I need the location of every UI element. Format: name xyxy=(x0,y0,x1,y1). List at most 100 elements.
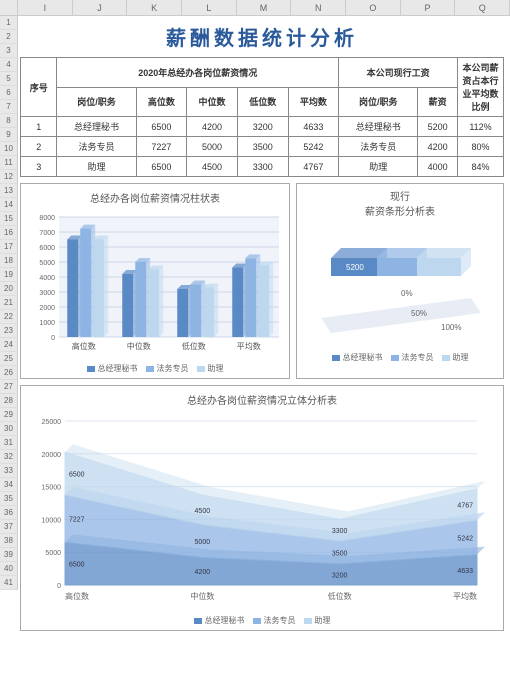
col-K[interactable]: K xyxy=(127,0,182,15)
row-17[interactable]: 17 xyxy=(0,240,17,254)
row-23[interactable]: 23 xyxy=(0,324,17,338)
svg-text:低位数: 低位数 xyxy=(328,591,352,601)
bar3d-chart-box: 现行 薪资条形分析表 52000%50%100% 总经理秘书 法务专员 助理 xyxy=(296,183,504,379)
svg-text:100%: 100% xyxy=(441,323,461,332)
svg-text:6000: 6000 xyxy=(39,245,55,252)
col-O[interactable]: O xyxy=(346,0,401,15)
svg-text:3000: 3000 xyxy=(39,290,55,297)
area-chart: 0500010000150002000025000高位数中位数低位数平均数650… xyxy=(25,411,493,611)
row-25[interactable]: 25 xyxy=(0,352,17,366)
row-24[interactable]: 24 xyxy=(0,338,17,352)
area-chart-box: 总经办各岗位薪资情况立体分析表 050001000015000200002500… xyxy=(20,385,504,631)
row-37[interactable]: 37 xyxy=(0,520,17,534)
row-2[interactable]: 2 xyxy=(0,30,17,44)
col-I[interactable]: I xyxy=(18,0,73,15)
bar3d-title2: 薪资条形分析表 xyxy=(301,203,499,218)
row-11[interactable]: 11 xyxy=(0,156,17,170)
svg-text:平均数: 平均数 xyxy=(237,341,261,351)
svg-text:0: 0 xyxy=(51,335,55,342)
svg-text:中位数: 中位数 xyxy=(190,591,214,601)
row-10[interactable]: 10 xyxy=(0,142,17,156)
th-sub: 中位数 xyxy=(187,87,238,117)
col-J[interactable]: J xyxy=(73,0,128,15)
th-group2: 本公司现行工资 xyxy=(339,58,458,88)
svg-text:5000: 5000 xyxy=(45,550,61,557)
row-39[interactable]: 39 xyxy=(0,548,17,562)
svg-text:3200: 3200 xyxy=(332,573,348,580)
row-33[interactable]: 33 xyxy=(0,464,17,478)
bar-chart: 010002000300040005000600070008000高位数中位数低… xyxy=(25,209,285,359)
row-41[interactable]: 41 xyxy=(0,576,17,590)
col-P[interactable]: P xyxy=(401,0,456,15)
svg-text:15000: 15000 xyxy=(42,485,62,492)
col-N[interactable]: N xyxy=(291,0,346,15)
row-34[interactable]: 34 xyxy=(0,478,17,492)
row-19[interactable]: 19 xyxy=(0,268,17,282)
row-28[interactable]: 28 xyxy=(0,394,17,408)
row-38[interactable]: 38 xyxy=(0,534,17,548)
th-seq: 序号 xyxy=(21,58,57,117)
row-21[interactable]: 21 xyxy=(0,296,17,310)
bar3d-chart: 52000%50%100% xyxy=(301,218,491,348)
svg-text:5242: 5242 xyxy=(457,535,473,542)
column-headers: IJKLMNOPQ xyxy=(0,0,510,16)
svg-text:7000: 7000 xyxy=(39,230,55,237)
bar3d-title1: 现行 xyxy=(301,188,499,203)
row-5[interactable]: 5 xyxy=(0,72,17,86)
col-M[interactable]: M xyxy=(237,0,292,15)
svg-text:0: 0 xyxy=(57,583,61,590)
row-7[interactable]: 7 xyxy=(0,100,17,114)
svg-text:1000: 1000 xyxy=(39,320,55,327)
row-1[interactable]: 1 xyxy=(0,16,17,30)
svg-text:5200: 5200 xyxy=(346,263,364,272)
svg-text:5000: 5000 xyxy=(39,260,55,267)
svg-text:25000: 25000 xyxy=(42,419,62,426)
row-30[interactable]: 30 xyxy=(0,422,17,436)
row-4[interactable]: 4 xyxy=(0,58,17,72)
worksheet-area: 薪酬数据统计分析 序号 2020年总经办各岗位薪资情况 本公司现行工资 本公司薪… xyxy=(18,16,510,637)
row-20[interactable]: 20 xyxy=(0,282,17,296)
row-18[interactable]: 18 xyxy=(0,254,17,268)
row-16[interactable]: 16 xyxy=(0,226,17,240)
row-35[interactable]: 35 xyxy=(0,492,17,506)
table-row: 1总经理秘书65004200 32004633总经理秘书5200112% xyxy=(21,117,504,137)
row-15[interactable]: 15 xyxy=(0,212,17,226)
area-legend: 总经理秘书 法务专员 助理 xyxy=(25,615,499,626)
row-8[interactable]: 8 xyxy=(0,114,17,128)
row-36[interactable]: 36 xyxy=(0,506,17,520)
svg-text:3300: 3300 xyxy=(332,528,348,535)
row-27[interactable]: 27 xyxy=(0,380,17,394)
table-row: 2法务专员72275000 35005242法务专员420080% xyxy=(21,137,504,157)
row-32[interactable]: 32 xyxy=(0,450,17,464)
row-40[interactable]: 40 xyxy=(0,562,17,576)
th-sub: 薪资 xyxy=(418,87,458,117)
svg-text:4633: 4633 xyxy=(457,568,473,575)
svg-text:高位数: 高位数 xyxy=(65,591,89,601)
row-6[interactable]: 6 xyxy=(0,86,17,100)
svg-text:50%: 50% xyxy=(411,309,427,318)
bar3d-legend: 总经理秘书 法务专员 助理 xyxy=(301,352,499,363)
svg-text:4500: 4500 xyxy=(195,508,211,515)
row-3[interactable]: 3 xyxy=(0,44,17,58)
svg-text:中位数: 中位数 xyxy=(127,341,151,351)
row-12[interactable]: 12 xyxy=(0,170,17,184)
col-L[interactable]: L xyxy=(182,0,237,15)
svg-text:4200: 4200 xyxy=(195,569,211,576)
row-26[interactable]: 26 xyxy=(0,366,17,380)
row-9[interactable]: 9 xyxy=(0,128,17,142)
col-Q[interactable]: Q xyxy=(455,0,510,15)
svg-text:低位数: 低位数 xyxy=(182,341,206,351)
row-13[interactable]: 13 xyxy=(0,184,17,198)
svg-text:7227: 7227 xyxy=(69,517,85,524)
svg-text:高位数: 高位数 xyxy=(72,341,96,351)
page-title: 薪酬数据统计分析 xyxy=(20,18,504,57)
row-31[interactable]: 31 xyxy=(0,436,17,450)
th-sub: 高位数 xyxy=(136,87,187,117)
row-14[interactable]: 14 xyxy=(0,198,17,212)
svg-text:6500: 6500 xyxy=(69,472,85,479)
svg-text:8000: 8000 xyxy=(39,215,55,222)
svg-text:6500: 6500 xyxy=(69,562,85,569)
row-22[interactable]: 22 xyxy=(0,310,17,324)
th-sub: 低位数 xyxy=(237,87,288,117)
row-29[interactable]: 29 xyxy=(0,408,17,422)
